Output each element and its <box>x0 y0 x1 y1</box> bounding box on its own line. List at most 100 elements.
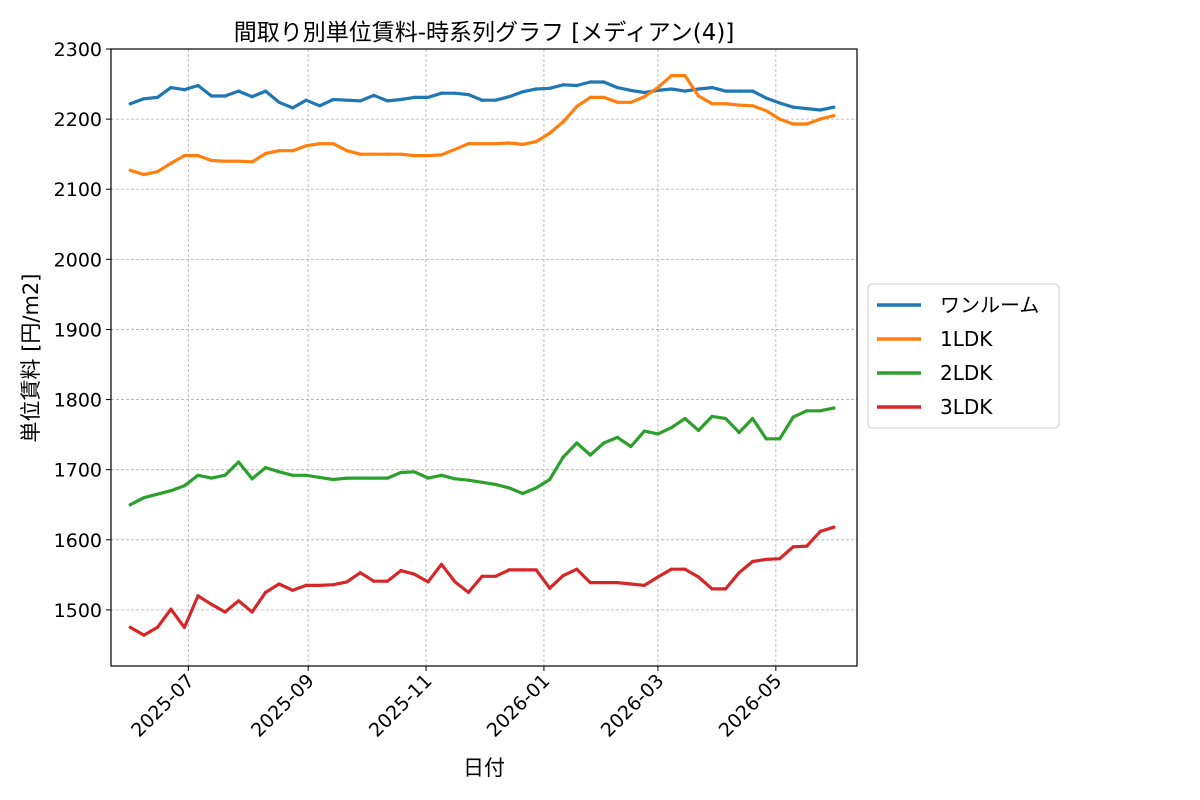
data-point <box>331 583 335 587</box>
axis-ticks: 1500 1600 1700 1800 1900 2000 2100 2200 2300 2025… <box>54 39 787 742</box>
data-point <box>399 569 403 573</box>
data-point <box>669 87 674 91</box>
data-point <box>250 95 254 99</box>
data-point <box>223 94 227 98</box>
data-point <box>399 152 403 156</box>
data-point <box>155 95 159 99</box>
data-point <box>737 89 741 93</box>
x-tick-label: 2026-03 <box>597 670 669 742</box>
data-point <box>128 625 132 630</box>
data-point <box>602 80 606 84</box>
data-point <box>683 89 687 93</box>
data-point <box>791 545 795 549</box>
y-tick-label: 1600 <box>54 530 102 552</box>
data-point <box>669 74 674 78</box>
data-point <box>250 160 254 164</box>
data-point <box>737 430 741 435</box>
data-point <box>724 416 728 421</box>
data-point <box>439 91 444 95</box>
data-point <box>439 153 444 157</box>
data-point <box>764 109 768 113</box>
data-point <box>277 100 281 104</box>
data-point <box>182 625 186 630</box>
data-point <box>196 154 200 158</box>
legend-label: 3LDK <box>940 395 993 419</box>
data-point <box>588 453 592 457</box>
data-point <box>412 572 416 576</box>
data-point <box>683 74 687 78</box>
data-point <box>534 140 538 144</box>
data-point <box>155 492 159 496</box>
data-point <box>696 575 701 579</box>
data-point <box>169 161 173 165</box>
data-point <box>291 473 295 477</box>
data-point <box>669 567 674 571</box>
data-point <box>751 104 755 108</box>
data-point <box>548 86 552 90</box>
data-point <box>615 581 620 585</box>
data-point <box>778 557 782 561</box>
series-line <box>128 406 836 507</box>
data-point <box>372 579 376 583</box>
data-point <box>696 87 701 91</box>
data-point <box>358 571 362 575</box>
data-point <box>372 152 376 156</box>
series-0 <box>128 80 836 112</box>
data-point <box>345 98 349 102</box>
data-point <box>575 104 579 109</box>
data-point <box>223 610 227 614</box>
data-point <box>237 159 241 163</box>
data-point <box>331 477 335 482</box>
data-point <box>615 100 620 104</box>
data-point <box>696 428 701 432</box>
data-point <box>142 633 146 637</box>
y-tick-label: 1800 <box>54 390 102 412</box>
data-point <box>196 83 200 88</box>
data-point <box>466 478 471 482</box>
data-point <box>494 98 498 102</box>
data-point <box>142 496 146 500</box>
data-point <box>250 610 254 614</box>
y-tick-label: 2200 <box>54 109 102 131</box>
data-point <box>426 476 430 480</box>
data-point <box>805 544 809 548</box>
data-point <box>237 460 241 464</box>
data-point <box>318 583 322 588</box>
data-point <box>710 587 714 591</box>
data-point <box>237 599 241 603</box>
data-point <box>575 567 579 571</box>
data-point <box>223 473 227 477</box>
data-point <box>128 503 132 507</box>
data-point <box>345 149 349 153</box>
data-point <box>818 108 822 112</box>
data-point <box>602 441 606 445</box>
data-point <box>615 435 620 439</box>
data-point <box>169 86 173 90</box>
data-point <box>629 582 633 586</box>
data-point <box>318 142 322 146</box>
data-point <box>412 95 416 99</box>
data-point <box>264 89 268 93</box>
data-point <box>155 170 159 174</box>
series-lines <box>128 73 836 637</box>
data-point <box>142 172 146 177</box>
data-point <box>507 141 511 145</box>
y-axis-title: 単位賃料 [円/m2] <box>19 274 43 443</box>
data-point <box>453 91 457 95</box>
data-point <box>832 105 836 109</box>
data-point <box>223 159 227 163</box>
data-point <box>791 105 795 109</box>
data-point <box>534 568 538 572</box>
data-point <box>426 95 430 99</box>
data-point <box>656 432 660 436</box>
x-tick-label: 2025-07 <box>127 670 199 742</box>
data-point <box>548 131 552 135</box>
x-tick-label: 2025-09 <box>247 670 319 742</box>
data-point <box>575 83 579 88</box>
data-point <box>318 475 322 479</box>
data-point <box>575 441 579 445</box>
data-point <box>805 122 809 126</box>
data-point <box>778 117 782 121</box>
data-point <box>724 89 728 93</box>
